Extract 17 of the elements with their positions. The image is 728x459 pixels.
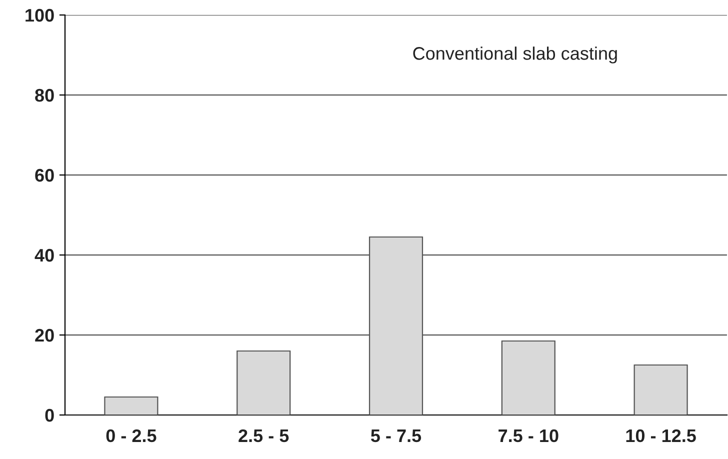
x-tick-label: 5 - 7.5 <box>370 430 422 442</box>
bar <box>368 236 424 415</box>
y-tick-label: 20 <box>35 328 54 342</box>
x-tick-label: 7.5 - 10 <box>498 429 558 442</box>
y-tick-label: 40 <box>34 248 54 262</box>
bar <box>634 364 688 415</box>
x-tick-label: 0 - 2.5 <box>106 429 156 442</box>
bar <box>236 350 291 415</box>
bar <box>104 396 158 415</box>
bar <box>501 340 556 415</box>
text: Conventional slab casting <box>413 46 617 64</box>
y-tick-label: 0 <box>45 408 54 422</box>
y-tick-label: 100 <box>26 8 54 22</box>
x-tick-label: 10 - 12.5 <box>626 429 696 442</box>
y-tick-label: 60 <box>35 168 54 182</box>
y-tick-label: 80 <box>35 88 54 102</box>
x-tick-label: 2.5 - 5 <box>238 429 289 442</box>
